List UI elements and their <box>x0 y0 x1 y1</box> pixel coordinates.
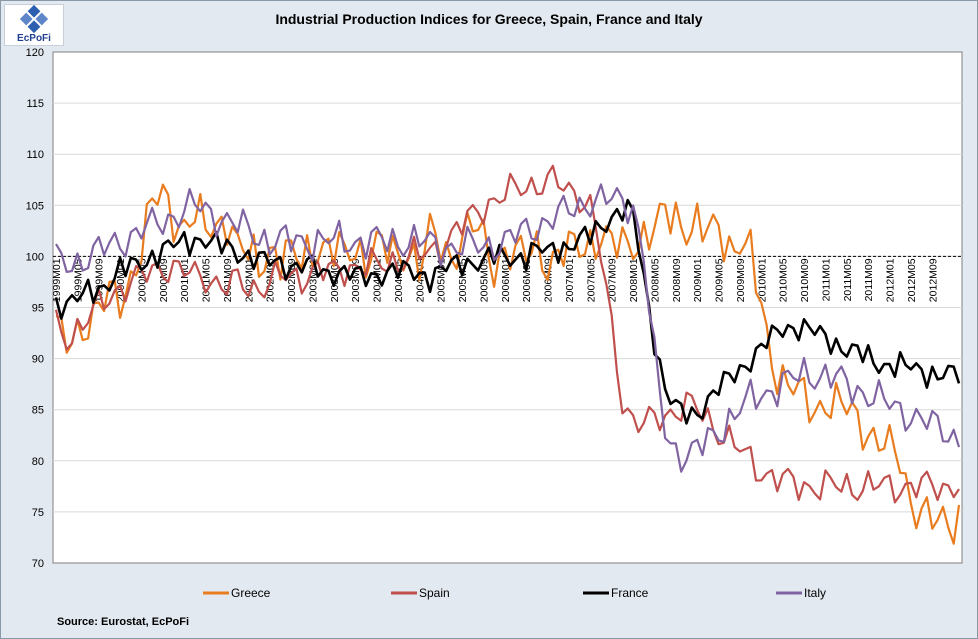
series-line-france <box>54 198 961 425</box>
y-tick-label: 75 <box>32 507 44 519</box>
y-tick-label: 110 <box>26 149 44 161</box>
x-tick-label: 2010M01 <box>756 258 768 302</box>
series-line-spain <box>54 164 960 504</box>
logo-mark-icon <box>19 4 49 34</box>
x-tick-label: 2004M01 <box>372 258 384 302</box>
x-tick-label: 2012M05 <box>906 258 918 302</box>
x-tick-label: 2011M05 <box>842 258 854 301</box>
x-tick-label: 2012M01 <box>885 258 897 302</box>
x-tick-label: 2012M09 <box>927 258 939 302</box>
legend-label-greece: Greece <box>231 586 271 600</box>
x-tick-label: 1999M01 <box>51 258 63 302</box>
y-tick-label: 115 <box>26 98 44 110</box>
chart-title: Industrial Production Indices for Greece… <box>275 11 703 27</box>
ecpofi-logo: EcPoFi <box>4 4 64 46</box>
series-group <box>54 164 961 545</box>
x-tick-label: 2008M09 <box>671 258 683 302</box>
y-tick-label: 85 <box>32 405 44 417</box>
x-tick-label: 2001M09 <box>222 258 234 302</box>
x-tick-label: 2009M01 <box>692 258 704 302</box>
y-tick-label: 100 <box>26 251 44 263</box>
gridlines <box>53 102 962 513</box>
legend-label-italy: Italy <box>804 586 826 600</box>
x-tick-label: 2007M05 <box>585 258 597 302</box>
x-tick-label: 2007M01 <box>564 258 576 302</box>
x-tick-label: 2011M01 <box>820 258 832 301</box>
y-tick-label: 105 <box>26 200 44 212</box>
y-tick-label: 90 <box>32 354 44 366</box>
y-tick-label: 80 <box>32 456 44 468</box>
x-tick-label: 2008M01 <box>628 258 640 302</box>
x-tick-label: 2011M09 <box>863 258 875 301</box>
logo-text: EcPoFi <box>17 33 51 44</box>
x-tick-label: 2009M05 <box>714 258 726 302</box>
y-tick-label: 95 <box>32 303 44 315</box>
y-axis: 70 75 80 85 90 95 100 105 110 115 120 <box>26 47 44 570</box>
x-tick-label: 2010M05 <box>778 258 790 302</box>
x-tick-label: 2008M05 <box>649 258 661 302</box>
x-tick-label: 2010M09 <box>799 258 811 302</box>
x-tick-label: 2005M09 <box>478 258 490 302</box>
y-tick-label: 120 <box>26 47 44 59</box>
x-tick-label: 2009M09 <box>735 258 747 302</box>
legend-label-france: France <box>611 586 649 600</box>
legend: Greece Spain France Italy <box>203 586 826 600</box>
y-tick-label: 70 <box>32 558 44 570</box>
x-tick-label: 2002M01 <box>243 258 255 302</box>
source-note: Source: Eurostat, EcPoFi <box>57 616 190 628</box>
x-tick-label: 2001M05 <box>201 258 213 302</box>
x-tick-label: 2006M05 <box>521 258 533 302</box>
x-tick-label: 2007M09 <box>607 258 619 302</box>
series-line-italy <box>55 183 961 473</box>
legend-label-spain: Spain <box>419 586 450 600</box>
x-tick-label: 2006M01 <box>500 258 512 302</box>
